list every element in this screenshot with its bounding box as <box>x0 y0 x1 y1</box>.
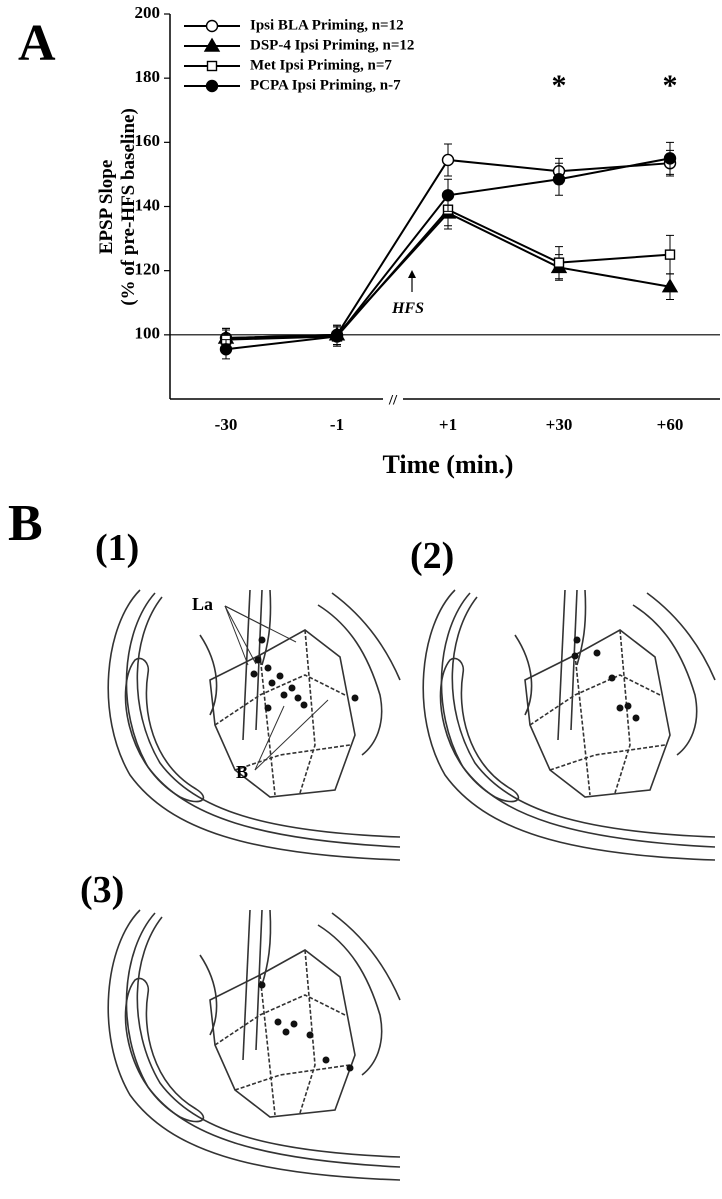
brain-drawing <box>107 909 401 1181</box>
x-tick-label: -1 <box>330 415 344 434</box>
legend-label: Ipsi BLA Priming, n=12 <box>250 17 404 33</box>
electrode-dots <box>571 636 640 722</box>
panel-label: A <box>18 15 56 72</box>
electrode-dots <box>258 981 354 1072</box>
legend-marker <box>206 60 218 72</box>
section-label: (2) <box>410 535 454 577</box>
section-2: (2) <box>410 535 716 861</box>
y-tick-label: 100 <box>135 324 161 343</box>
significance-mark: * <box>663 69 678 102</box>
section-3: (3) <box>80 869 401 1181</box>
x-tick-label: -30 <box>215 415 238 434</box>
marker <box>663 152 677 165</box>
section-label: (1) <box>95 527 139 569</box>
x-tick-label: +1 <box>439 415 457 434</box>
marker <box>330 330 344 343</box>
region-label: La <box>192 594 213 614</box>
legend-marker <box>205 79 219 93</box>
marker <box>441 189 455 202</box>
event-label: HFS <box>391 300 424 317</box>
marker <box>664 249 676 260</box>
legend-label: Met Ipsi Priming, n=7 <box>250 57 392 73</box>
brain-drawing <box>422 589 716 861</box>
legend-label: DSP-4 Ipsi Priming, n=12 <box>250 37 414 53</box>
marker <box>219 343 233 356</box>
axis-break: // <box>388 392 398 408</box>
y-axis-title: EPSP Slope <box>96 160 117 255</box>
significance-mark: * <box>552 69 567 102</box>
x-tick-label: +60 <box>657 415 684 434</box>
pointer-lines <box>224 605 329 771</box>
y-tick-label: 200 <box>135 3 161 22</box>
y-tick-label: 180 <box>135 67 161 86</box>
x-axis-title: Time (min.) <box>383 450 514 479</box>
legend-label: PCPA Ipsi Priming, n-7 <box>250 77 401 93</box>
section-label: (3) <box>80 869 124 911</box>
marker <box>661 278 679 293</box>
y-tick-label: 120 <box>135 260 161 279</box>
section-1: (1) La B <box>95 527 401 861</box>
y-tick-label: 140 <box>135 195 161 214</box>
y-tick-label: 160 <box>135 131 161 150</box>
region-label: B <box>236 762 248 782</box>
brain-drawing <box>107 589 401 861</box>
x-tick-label: +30 <box>546 415 573 434</box>
event-arrowhead <box>408 270 416 278</box>
marker <box>441 153 455 167</box>
series-line <box>225 211 671 340</box>
y-axis-title: (% of pre-HFS baseline) <box>118 108 139 306</box>
plot-area: // 100 120 140 160 180 200 -30 -1 +1 +30 +60 Time (m… <box>96 3 720 479</box>
electrode-dots <box>250 636 359 712</box>
legend-marker <box>203 37 221 52</box>
marker <box>552 173 566 186</box>
panel-label: B <box>8 495 43 552</box>
legend-marker <box>205 19 219 33</box>
marker <box>553 257 565 268</box>
